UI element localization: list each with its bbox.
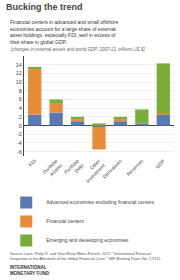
svg-text:6: 6 bbox=[19, 96, 22, 102]
svg-text:4: 4 bbox=[19, 105, 22, 111]
svg-text:Bucking the trend: Bucking the trend bbox=[6, 2, 83, 12]
svg-text:10: 10 bbox=[16, 79, 22, 85]
svg-text:-6: -6 bbox=[17, 149, 22, 155]
svg-text:0: 0 bbox=[19, 122, 22, 128]
svg-text:OtherInvestment: OtherInvestment bbox=[80, 157, 107, 184]
svg-text:-2: -2 bbox=[17, 131, 22, 137]
svg-text:8: 8 bbox=[19, 88, 22, 94]
svg-text:PortfolioDebt: PortfolioDebt bbox=[63, 157, 85, 179]
svg-text:INTERNATIONALMONETARY FUND: INTERNATIONALMONETARY FUND bbox=[10, 265, 50, 276]
svg-text:Source: Lane, Philip R. and Gi: Source: Lane, Philip R. and Gian Maria M… bbox=[10, 252, 161, 261]
svg-text:Reserves: Reserves bbox=[125, 157, 145, 177]
svg-text:Emerging and developing econom: Emerging and developing economies bbox=[46, 237, 129, 243]
svg-text:Financial centers in advanced: Financial centers in advanced and small … bbox=[10, 19, 119, 45]
svg-text:-4: -4 bbox=[17, 140, 22, 146]
svg-text:Advanced economies excluding f: Advanced economies excluding financial c… bbox=[46, 199, 154, 205]
svg-text:FDI: FDI bbox=[27, 158, 37, 168]
svg-text:Financial centers: Financial centers bbox=[46, 218, 84, 224]
svg-text:PortfolioAssets: PortfolioAssets bbox=[41, 157, 63, 179]
svg-text:14: 14 bbox=[16, 62, 22, 68]
svg-text:2: 2 bbox=[19, 114, 22, 120]
svg-text:12: 12 bbox=[16, 70, 22, 76]
svg-text:Derivatives: Derivatives bbox=[101, 157, 123, 179]
svg-text:GDP: GDP bbox=[154, 157, 166, 169]
svg-text:[changes in external assets an: [changes in external assets and world GD… bbox=[10, 47, 145, 52]
